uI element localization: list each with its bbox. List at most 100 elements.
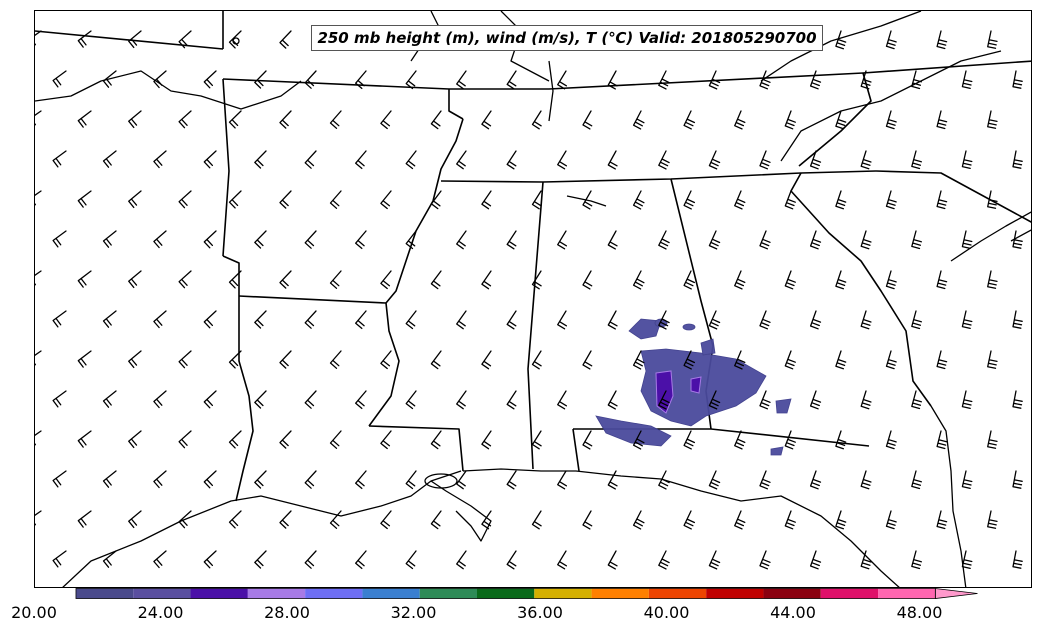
wind-barb: [987, 30, 998, 49]
wind-barb: [178, 270, 192, 289]
wind-barb: [658, 230, 670, 250]
wind-barb: [35, 430, 42, 446]
colorbar-tick-label: 24.00: [137, 603, 184, 622]
wind-barb: [987, 430, 998, 449]
wind-barb: [708, 550, 721, 570]
wind-barb: [329, 270, 342, 289]
wind-barb: [759, 390, 771, 410]
wind-barb: [885, 270, 897, 290]
wind-barb: [506, 390, 517, 410]
wind-barb: [809, 230, 822, 250]
wind-barb: [936, 430, 948, 450]
wind-barb: [683, 510, 696, 530]
wind-barb: [582, 270, 593, 290]
wind-barb: [734, 350, 746, 370]
wind-barb: [329, 510, 342, 529]
wind-barb: [987, 110, 998, 129]
wind-barb: [835, 110, 847, 130]
wind-barb: [734, 190, 746, 210]
wind-barb: [911, 390, 922, 410]
colorbar-tick-label: 44.00: [770, 603, 816, 622]
wind-barb: [52, 150, 67, 168]
wind-barb: [380, 190, 392, 210]
wind-barb: [582, 430, 593, 450]
wind-barb: [632, 430, 645, 450]
wind-barb: [405, 550, 417, 570]
wind-barb: [1012, 470, 1023, 489]
wind-barb: [178, 350, 192, 369]
wind-barb: [809, 390, 822, 410]
wind-barb: [1012, 150, 1023, 169]
wind-barb: [228, 110, 242, 129]
wind-barb: [203, 310, 217, 329]
wind-barb: [557, 550, 568, 570]
wind-barb: [35, 190, 42, 206]
wind-barb: [860, 70, 872, 90]
wind-barb: [254, 390, 267, 409]
wind-barb: [178, 510, 192, 529]
wind-barb: [860, 390, 872, 410]
colorbar-tick-label: 20.00: [11, 603, 57, 622]
wind-barb: [582, 350, 593, 370]
wind-barb: [860, 310, 872, 330]
wind-barb: [582, 190, 593, 210]
wind-barb: [228, 430, 242, 449]
wind-barb: [456, 550, 467, 570]
wind-barb: [228, 190, 242, 209]
wind-barb: [228, 270, 242, 289]
wind-barb: [405, 70, 417, 90]
wind-barb: [304, 310, 317, 329]
wind-barb: [380, 350, 392, 370]
wind-barb: [279, 190, 292, 209]
wind-barb: [304, 70, 317, 89]
wind-barb: [355, 310, 367, 330]
wind-barb: [1012, 230, 1023, 249]
wind-barb: [607, 470, 618, 490]
colorbar-segment: [190, 588, 248, 599]
wind-barb: [835, 350, 847, 370]
wind-barb: [355, 150, 367, 170]
wind-barb: [405, 230, 417, 250]
wind-barb: [658, 310, 670, 330]
wind-barb: [128, 270, 142, 289]
wind-barb: [355, 550, 367, 570]
wind-barb: [405, 310, 417, 330]
wind-barb: [531, 350, 542, 370]
wind-barb: [784, 350, 796, 370]
wind-barb: [708, 470, 721, 490]
map-panel: 250 mb height (m), wind (m/s), T (℃) Val…: [34, 10, 1032, 588]
wind-barb: [304, 390, 317, 409]
colorbar-border: [75, 588, 936, 599]
wind-barb: [355, 70, 367, 90]
wind-barb: [607, 310, 618, 330]
wind-barb: [835, 30, 847, 50]
wind-barb: [203, 390, 217, 409]
wind-barb: [52, 310, 67, 328]
wind-barb: [658, 470, 670, 490]
wind-barb: [506, 150, 517, 170]
wind-barb: [279, 350, 292, 369]
wind-barb: [809, 310, 822, 330]
wind-barb: [860, 150, 872, 170]
wind-barb: [52, 550, 67, 568]
wind-barb: [102, 150, 117, 168]
wind-barb: [153, 150, 167, 169]
wind-barb: [531, 430, 542, 450]
wind-barb: [784, 270, 796, 290]
wind-barb: [759, 470, 771, 490]
wind-barb: [102, 230, 117, 248]
wind-barb: [885, 350, 897, 370]
wind-barb: [405, 150, 417, 170]
wind-barb: [329, 190, 342, 209]
wind-barb: [835, 430, 847, 450]
wind-barb: [936, 190, 948, 210]
wind-barb: [835, 270, 847, 290]
wind-barb: [936, 30, 948, 50]
wind-barb: [961, 390, 973, 410]
wind-barb: [203, 230, 217, 249]
wind-barb: [481, 110, 492, 130]
wind-barb: [531, 510, 542, 530]
wind-barb: [128, 350, 142, 369]
wind-barb: [708, 150, 721, 170]
wind-barb: [430, 270, 442, 290]
